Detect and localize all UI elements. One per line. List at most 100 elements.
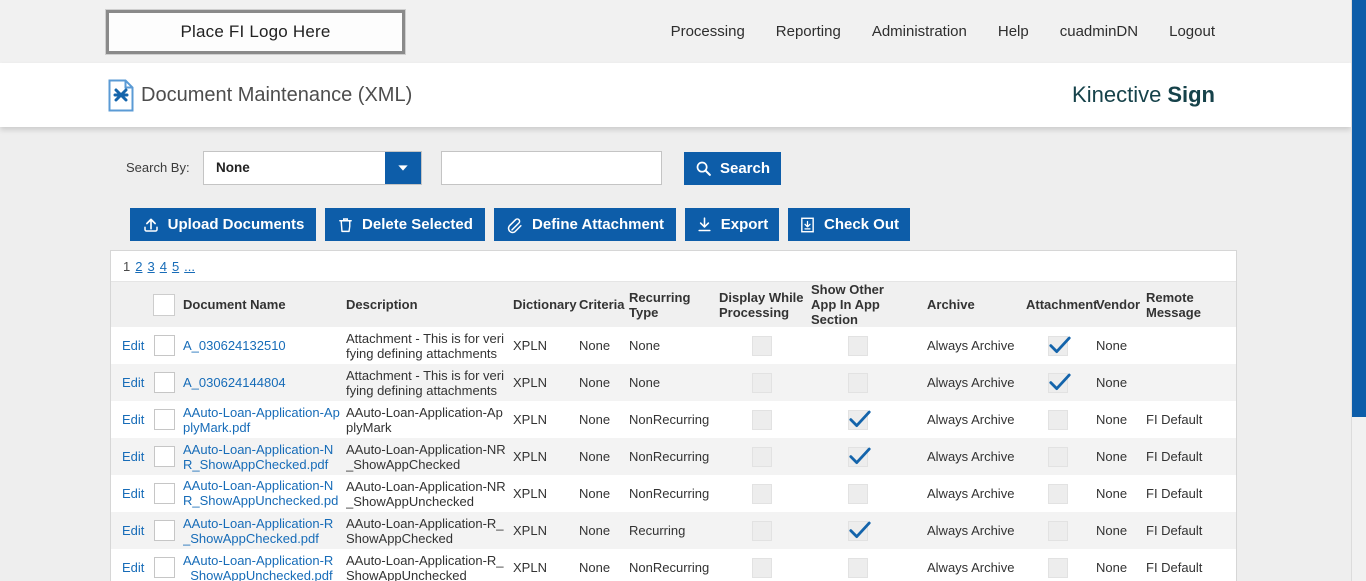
display-while-processing-checkbox [752, 483, 772, 504]
search-button-label: Search [719, 160, 771, 177]
pagination-page-link[interactable]: 3 [147, 259, 155, 274]
column-header-vendor: Vendor [1096, 282, 1146, 327]
attachment-checkbox [1048, 372, 1071, 393]
pagination-page-link[interactable]: 4 [159, 259, 167, 274]
search-icon [696, 161, 711, 176]
criteria-cell: None [579, 486, 611, 501]
dictionary-cell: XPLN [513, 438, 579, 475]
vendor-cell: None [1096, 364, 1146, 401]
search-by-dropdown[interactable]: None [203, 151, 422, 185]
document-name-link[interactable]: AAuto-Loan-Application-R_ShowAppChecked.… [183, 515, 334, 546]
row-select-checkbox[interactable] [153, 409, 175, 430]
search-by-label: Search By: [126, 160, 190, 175]
upload-documents-label: Upload Documents [167, 216, 305, 233]
table-header-row: Document Name Description Dictionary Cri… [111, 282, 1236, 327]
fi-logo-text: Place FI Logo Here [180, 22, 331, 41]
edit-link[interactable]: Edit [122, 486, 145, 501]
show-other-app-checkbox [848, 372, 868, 393]
row-select-checkbox[interactable] [153, 446, 175, 467]
row-select-checkbox[interactable] [153, 372, 175, 393]
table-row: Edit A_030624144804 Attachment - This is f… [111, 364, 1236, 401]
show-other-app-checkbox [848, 446, 871, 467]
dictionary-cell: XPLN [513, 412, 547, 427]
pagination-page-link[interactable]: 5 [171, 259, 180, 274]
row-select-checkbox[interactable] [153, 557, 175, 578]
column-header-archive: Archive [911, 282, 1026, 327]
document-name-link[interactable]: AAuto-Loan-Application-R_ShowAppUnchecke… [183, 552, 334, 581]
pagination-current-page: 1 [123, 259, 131, 274]
pagination-more-pages-link[interactable]: ... [184, 259, 196, 274]
document-name-link[interactable]: AAuto-Loan-Application-NR_ShowAppChecked… [183, 441, 334, 472]
pagination-page-link[interactable]: 2 [135, 259, 143, 274]
column-header-attachment: Attachment [1026, 282, 1098, 327]
scrollbar-thumb[interactable] [1352, 0, 1366, 417]
edit-link[interactable]: Edit [122, 560, 145, 575]
show-other-app-checkbox [848, 557, 868, 578]
vendor-cell: None [1096, 560, 1128, 575]
check-icon [849, 447, 871, 464]
export-label: Export [720, 216, 769, 233]
edit-link[interactable]: Edit [122, 449, 145, 464]
document-name-link[interactable]: AAuto-Loan-Application-NR_ShowAppUncheck… [183, 478, 339, 509]
upload-documents-button[interactable]: Upload Documents [130, 208, 316, 241]
nav-item-processing[interactable]: Processing [670, 23, 745, 40]
vendor-cell: None [1096, 438, 1146, 475]
edit-link[interactable]: Edit [122, 338, 145, 353]
main-nav: Processing Reporting Administration Help… [671, 0, 1215, 63]
document-name-link[interactable]: A_030624144804 [183, 375, 286, 390]
nav-item-administration[interactable]: Administration [871, 23, 967, 40]
delete-selected-button[interactable]: Delete Selected [325, 208, 485, 241]
brand-name: Kinective [1072, 82, 1162, 107]
title-band: Document Maintenance (XML) Kinective Sig… [0, 63, 1351, 127]
archive-cell: Always Archive [911, 364, 1026, 401]
vendor-cell: None [1096, 338, 1128, 353]
criteria-cell: None [579, 512, 629, 549]
recurring-type-cell: NonRecurring [629, 486, 710, 501]
row-select-checkbox[interactable] [153, 520, 175, 541]
nav-item-reporting[interactable]: Reporting [775, 23, 841, 40]
define-attachment-button[interactable]: Define Attachment [494, 208, 676, 241]
column-header-document-name: Document Name [183, 282, 346, 327]
dictionary-cell: XPLN [513, 486, 547, 501]
row-select-checkbox[interactable] [153, 483, 175, 504]
archive-cell: Always Archive [927, 412, 1015, 427]
check-icon [1049, 336, 1071, 353]
search-input[interactable] [441, 151, 662, 185]
document-name-link[interactable]: A_030624132510 [183, 338, 286, 353]
display-while-processing-checkbox [752, 335, 772, 356]
remote-message-cell: FI Default [1146, 486, 1203, 501]
vendor-cell: None [1096, 512, 1146, 549]
show-other-app-checkbox [848, 335, 868, 356]
dictionary-cell: XPLN [513, 560, 547, 575]
check-out-label: Check Out [823, 216, 899, 233]
archive-cell: Always Archive [911, 438, 1026, 475]
edit-link[interactable]: Edit [122, 523, 145, 538]
recurring-type-cell: NonRecurring [629, 438, 719, 475]
edit-link[interactable]: Edit [122, 375, 145, 390]
nav-item-logout[interactable]: Logout [1169, 23, 1215, 40]
search-button[interactable]: Search [684, 152, 781, 185]
check-out-button[interactable]: Check Out [788, 208, 910, 241]
scrollbar-track[interactable] [1351, 0, 1366, 581]
recurring-type-cell: Recurring [629, 512, 719, 549]
table-row: Edit AAuto-Loan-Application-NR_ShowAppUnc… [111, 475, 1236, 512]
column-header-display-while-processing: Display While Processing [719, 282, 811, 327]
row-select-checkbox[interactable] [153, 335, 175, 356]
dropdown-arrow-button[interactable] [385, 152, 421, 184]
table-row: Edit AAuto-Loan-Application-R_ShowAppUnch… [111, 549, 1236, 581]
export-button[interactable]: Export [685, 208, 779, 241]
nav-item-help[interactable]: Help [997, 23, 1029, 40]
remote-message-cell: FI Default [1146, 438, 1236, 475]
nav-item-user-cuadmindn[interactable]: cuadminDN [1059, 23, 1139, 40]
remote-message-cell: FI Default [1146, 560, 1203, 575]
criteria-cell: None [579, 364, 629, 401]
download-icon [698, 217, 711, 232]
recurring-type-cell: NonRecurring [629, 412, 710, 427]
column-header-edit [111, 282, 151, 327]
trash-icon [339, 217, 352, 232]
criteria-cell: None [579, 560, 611, 575]
edit-link[interactable]: Edit [122, 412, 145, 427]
table-row: Edit AAuto-Loan-Application-ApplyMark.pdf… [111, 401, 1236, 438]
select-all-checkbox[interactable] [153, 293, 175, 316]
document-name-link[interactable]: AAuto-Loan-Application-ApplyMark.pdf [183, 404, 340, 435]
